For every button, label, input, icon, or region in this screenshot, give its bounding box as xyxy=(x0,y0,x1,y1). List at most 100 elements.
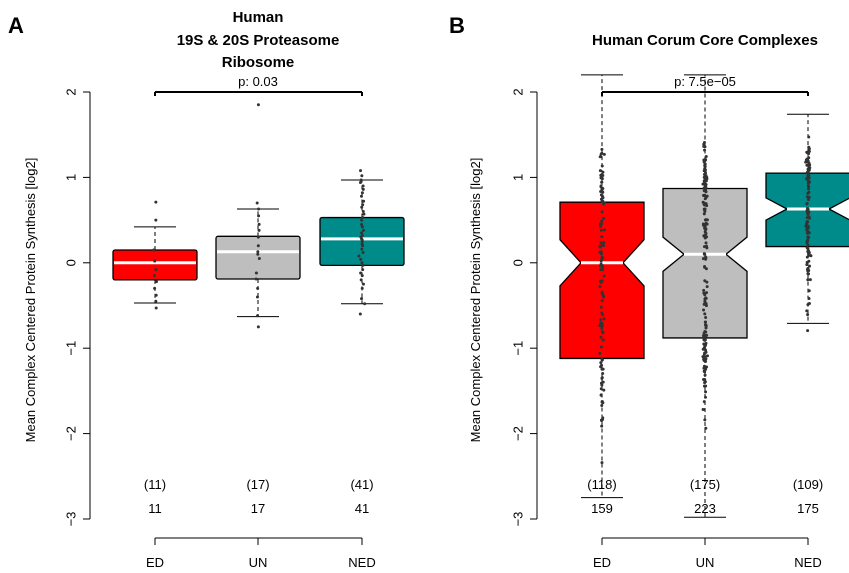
data-point xyxy=(807,215,811,219)
data-point xyxy=(806,313,810,317)
data-point xyxy=(806,198,810,202)
p-value-label: p: 0.03 xyxy=(238,74,278,89)
data-point xyxy=(805,150,809,154)
data-point xyxy=(154,306,158,310)
data-point xyxy=(808,278,812,282)
data-point xyxy=(601,170,605,174)
data-point xyxy=(806,220,810,224)
panel-label-a: A xyxy=(8,13,24,38)
data-point xyxy=(257,228,261,232)
data-point xyxy=(599,321,603,325)
data-point xyxy=(357,254,361,258)
data-point xyxy=(704,426,708,430)
data-point xyxy=(807,289,811,293)
data-point xyxy=(598,155,602,159)
data-point xyxy=(256,103,260,107)
data-point xyxy=(807,297,811,301)
data-point xyxy=(360,233,364,237)
y-tick-label: −2 xyxy=(510,426,525,441)
data-point xyxy=(602,244,606,248)
data-point xyxy=(360,231,364,235)
data-point xyxy=(600,324,604,328)
data-point xyxy=(599,393,603,397)
data-point xyxy=(599,361,603,365)
data-point xyxy=(704,171,708,175)
data-point xyxy=(807,236,811,240)
data-point xyxy=(704,255,708,259)
data-point xyxy=(256,252,260,256)
data-point xyxy=(703,162,707,166)
data-point xyxy=(805,223,809,227)
data-point xyxy=(601,186,605,190)
panel-a-title-line-2: 19S & 20S Proteasome xyxy=(177,32,340,49)
data-point xyxy=(600,292,604,296)
data-point xyxy=(600,235,604,239)
data-point xyxy=(703,395,707,399)
data-point xyxy=(602,216,606,220)
data-point xyxy=(806,230,810,234)
data-point xyxy=(805,163,809,167)
count-in-parentheses: (17) xyxy=(246,477,269,492)
data-point xyxy=(600,400,604,404)
data-point xyxy=(600,367,604,371)
data-point xyxy=(257,214,261,218)
data-point xyxy=(807,135,811,139)
data-point xyxy=(361,216,365,220)
data-point xyxy=(703,189,707,193)
data-point xyxy=(599,241,603,245)
data-point xyxy=(359,169,363,173)
data-point xyxy=(360,261,364,265)
data-point xyxy=(599,280,603,284)
box-un xyxy=(662,187,748,339)
data-point xyxy=(600,151,604,155)
data-point xyxy=(704,232,708,236)
data-point xyxy=(257,222,261,226)
data-point xyxy=(703,418,707,422)
x-tick-label: ED xyxy=(146,555,164,570)
data-point xyxy=(361,187,365,191)
data-point xyxy=(704,367,708,371)
data-point xyxy=(598,351,602,355)
data-point xyxy=(360,286,364,290)
data-point xyxy=(599,190,603,194)
data-point xyxy=(703,252,707,256)
data-point xyxy=(599,224,603,228)
y-tick-label: 2 xyxy=(63,88,78,95)
data-point xyxy=(806,184,810,188)
data-point xyxy=(359,194,363,198)
data-point xyxy=(601,268,605,272)
data-point xyxy=(807,302,811,306)
data-point xyxy=(360,191,364,195)
data-point xyxy=(806,329,810,333)
data-point xyxy=(804,177,808,181)
data-point xyxy=(704,326,708,330)
data-point xyxy=(361,251,365,255)
data-point xyxy=(705,204,709,208)
data-point xyxy=(703,378,707,382)
data-point xyxy=(360,218,364,222)
data-point xyxy=(807,259,811,263)
data-point xyxy=(701,355,705,359)
data-point xyxy=(601,338,605,342)
data-point xyxy=(807,181,811,185)
data-point xyxy=(602,388,606,392)
data-point xyxy=(256,325,260,329)
data-point xyxy=(601,174,605,178)
data-point xyxy=(599,387,603,391)
data-point xyxy=(705,365,709,369)
data-point xyxy=(808,163,812,167)
count-label: 223 xyxy=(694,501,716,516)
data-point xyxy=(359,278,363,282)
data-point xyxy=(360,274,364,278)
y-tick-label: 1 xyxy=(510,174,525,181)
data-point xyxy=(599,250,603,254)
data-point xyxy=(704,341,708,345)
data-point xyxy=(600,326,604,330)
data-point xyxy=(599,305,603,309)
panel-b-y-axis-label: Mean Complex Centered Protein Synthesis … xyxy=(468,158,483,443)
y-tick-label: −1 xyxy=(510,341,525,356)
data-point xyxy=(806,225,810,229)
data-point xyxy=(704,390,708,394)
data-point xyxy=(154,200,158,204)
data-point xyxy=(600,219,604,223)
